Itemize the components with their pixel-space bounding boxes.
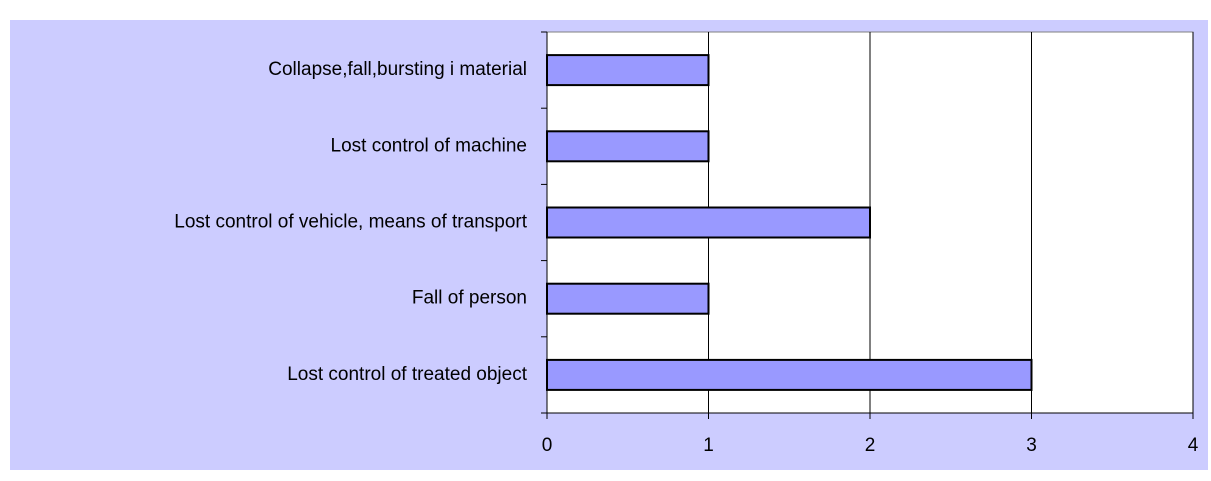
x-tick-label: 3 (1026, 435, 1037, 456)
y-tick-label: Lost control of vehicle, means of transp… (174, 212, 527, 233)
x-tick-label: 2 (865, 435, 876, 456)
x-tick-label: 0 (542, 435, 553, 456)
bar (546, 54, 710, 87)
x-tick-label: 4 (1188, 435, 1199, 456)
y-tick-label: Lost control of machine (331, 135, 527, 156)
y-tick-label: Fall of person (412, 288, 527, 309)
bar (546, 282, 710, 315)
bar (546, 130, 710, 163)
bar (546, 358, 1033, 391)
bar (546, 206, 871, 239)
y-tick-label: Collapse,fall,bursting i material (268, 59, 527, 80)
y-tick-label: Lost control of treated object (287, 364, 527, 385)
x-tick-label: 1 (703, 435, 714, 456)
